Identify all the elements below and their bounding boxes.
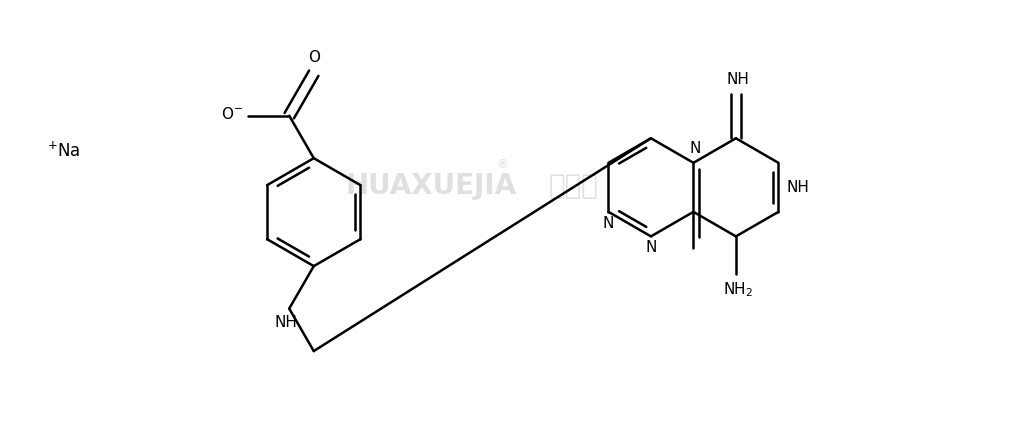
- Text: NH: NH: [275, 315, 298, 330]
- Text: NH$_2$: NH$_2$: [723, 281, 753, 299]
- Text: N: N: [645, 240, 657, 255]
- Text: 化学加: 化学加: [549, 172, 599, 200]
- Text: O: O: [308, 51, 319, 66]
- Text: $^{+}$Na: $^{+}$Na: [47, 142, 80, 161]
- Text: HUAXUEJIA: HUAXUEJIA: [346, 172, 517, 200]
- Text: O$^{-}$: O$^{-}$: [221, 106, 243, 122]
- Text: NH: NH: [726, 72, 750, 87]
- Text: N: N: [603, 216, 614, 231]
- Text: NH: NH: [786, 180, 810, 195]
- Text: ®: ®: [496, 158, 508, 171]
- Text: N: N: [690, 141, 701, 156]
